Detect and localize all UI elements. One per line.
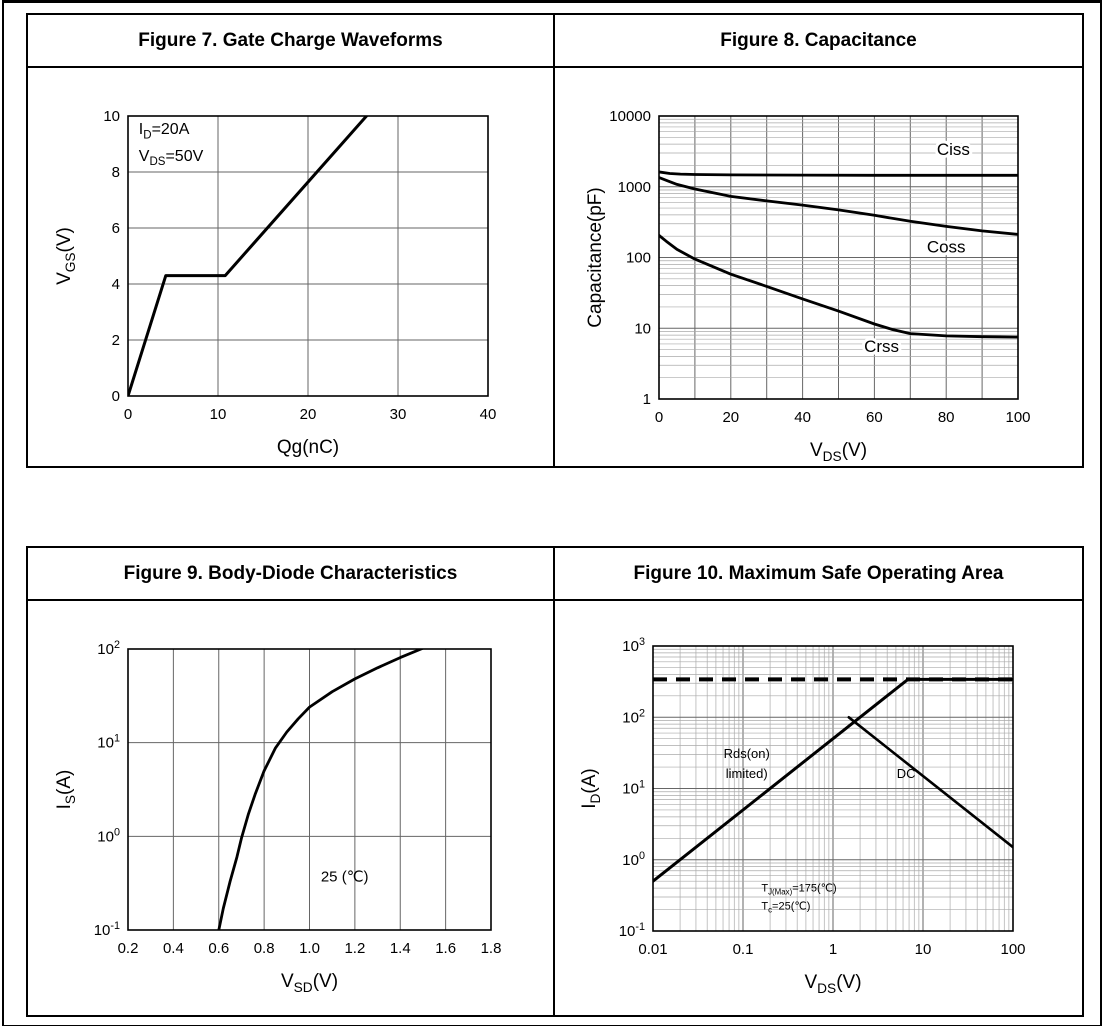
svg-text:30: 30 <box>390 406 407 423</box>
svg-text:0: 0 <box>655 409 663 426</box>
svg-text:100: 100 <box>1005 409 1030 426</box>
svg-text:10000: 10000 <box>609 108 651 125</box>
svg-text:1: 1 <box>643 391 651 408</box>
svg-text:VDS=50V: VDS=50V <box>139 148 204 168</box>
svg-text:VDS(V): VDS(V) <box>810 440 867 464</box>
svg-text:102: 102 <box>622 707 645 726</box>
figure9-panel: Figure 9. Body-Diode Characteristics 0.2… <box>28 548 555 1015</box>
svg-text:Crss: Crss <box>864 337 899 356</box>
svg-text:0.1: 0.1 <box>733 941 754 958</box>
svg-text:VSD(V): VSD(V) <box>281 971 338 995</box>
svg-text:limited): limited) <box>726 766 768 781</box>
svg-text:10-1: 10-1 <box>619 921 645 940</box>
figure9-title: Figure 9. Body-Diode Characteristics <box>28 548 553 601</box>
figure7-panel: Figure 7. Gate Charge Waveforms 0 10 20 30 4… <box>28 15 555 466</box>
svg-text:4: 4 <box>112 276 120 293</box>
svg-text:Capacitance(pF): Capacitance(pF) <box>585 187 606 327</box>
svg-text:1.2: 1.2 <box>344 940 365 957</box>
svg-text:101: 101 <box>97 733 120 752</box>
svg-text:10: 10 <box>103 108 120 125</box>
svg-text:DC: DC <box>897 766 916 781</box>
svg-text:IS(A): IS(A) <box>54 770 78 810</box>
svg-text:Coss: Coss <box>927 237 966 256</box>
svg-text:1: 1 <box>829 941 837 958</box>
figure10-panel: Figure 10. Maximum Safe Operating Area 0… <box>555 548 1082 1015</box>
svg-text:0: 0 <box>112 388 120 405</box>
svg-text:80: 80 <box>938 409 955 426</box>
svg-text:101: 101 <box>622 779 645 798</box>
svg-text:2: 2 <box>112 332 120 349</box>
svg-text:8: 8 <box>112 164 120 181</box>
svg-text:100: 100 <box>97 826 120 845</box>
figure8-title: Figure 8. Capacitance <box>555 15 1082 68</box>
svg-text:0.8: 0.8 <box>254 940 275 957</box>
svg-text:25 (℃): 25 (℃) <box>321 868 369 885</box>
svg-text:VDS(V): VDS(V) <box>804 972 861 996</box>
svg-text:100: 100 <box>1000 941 1025 958</box>
svg-text:Ciss: Ciss <box>937 140 970 159</box>
svg-text:6: 6 <box>112 220 120 237</box>
svg-text:40: 40 <box>794 409 811 426</box>
svg-text:1.0: 1.0 <box>299 940 320 957</box>
svg-text:10-1: 10-1 <box>94 920 120 939</box>
body-diode-characteristics-chart: 0.2 0.4 0.6 0.8 1.0 1.2 1.4 1.6 1.8 10-1 100 101 102… <box>54 639 502 995</box>
svg-text:Rds(on): Rds(on) <box>724 746 770 761</box>
svg-text:0.01: 0.01 <box>638 941 667 958</box>
figure-table-bottom: Figure 9. Body-Diode Characteristics 0.2… <box>26 546 1084 1017</box>
figure10-title: Figure 10. Maximum Safe Operating Area <box>555 548 1082 601</box>
svg-text:TJ(Max)=175(℃): TJ(Max)=175(℃) <box>761 882 836 896</box>
figure7-chart-area: 0 10 20 30 40 0 2 4 6 8 10 Qg(nC) VGS(V) ID=20A VDS=50… <box>28 68 553 466</box>
svg-text:102: 102 <box>97 639 120 658</box>
gate-charge-waveforms-chart: 0 10 20 30 40 0 2 4 6 8 10 Qg(nC) VGS(V) ID=20A VDS=50… <box>54 108 497 458</box>
svg-text:10: 10 <box>210 406 227 423</box>
svg-text:1.4: 1.4 <box>390 940 411 957</box>
svg-text:103: 103 <box>622 636 645 655</box>
svg-text:20: 20 <box>722 409 739 426</box>
svg-text:ID(A): ID(A) <box>579 768 603 809</box>
figure9-chart-area: 0.2 0.4 0.6 0.8 1.0 1.2 1.4 1.6 1.8 10-1 100 101 102… <box>28 601 553 1015</box>
figure7-title: Figure 7. Gate Charge Waveforms <box>28 15 553 68</box>
svg-text:1.8: 1.8 <box>481 940 502 957</box>
svg-text:0.4: 0.4 <box>163 940 184 957</box>
svg-text:40: 40 <box>480 406 497 423</box>
figure10-chart-area: 0.01 0.1 1 10 100 10-1 100 101 102 103 VDS(V) ID(A)… <box>555 601 1082 1015</box>
svg-text:1.6: 1.6 <box>435 940 456 957</box>
svg-text:ID=20A: ID=20A <box>139 121 190 141</box>
svg-text:Tc=25(℃): Tc=25(℃) <box>761 901 810 915</box>
svg-text:10: 10 <box>915 941 932 958</box>
figure-table-top: Figure 7. Gate Charge Waveforms 0 10 20 30 4… <box>26 13 1084 468</box>
capacitance-chart: 0 20 40 60 80 100 1 10 100 1000 10000 VDS(V) Capacit… <box>585 108 1031 464</box>
svg-text:60: 60 <box>866 409 883 426</box>
svg-text:0.2: 0.2 <box>118 940 139 957</box>
svg-text:100: 100 <box>622 850 645 869</box>
svg-text:1000: 1000 <box>618 179 651 196</box>
svg-text:0.6: 0.6 <box>208 940 229 957</box>
svg-text:Qg(nC): Qg(nC) <box>277 437 339 458</box>
safe-operating-area-chart: 0.01 0.1 1 10 100 10-1 100 101 102 103 VDS(V) ID(A)… <box>579 636 1026 996</box>
svg-text:20: 20 <box>300 406 317 423</box>
figure8-chart-area: 0 20 40 60 80 100 1 10 100 1000 10000 VDS(V) Capacit… <box>555 68 1082 466</box>
svg-text:10: 10 <box>634 320 651 337</box>
figure8-panel: Figure 8. Capacitance 0 20 40 60 80 100 1 10 100… <box>555 15 1082 466</box>
svg-text:0: 0 <box>124 406 132 423</box>
svg-text:VGS(V): VGS(V) <box>54 227 78 285</box>
svg-text:100: 100 <box>626 250 651 267</box>
